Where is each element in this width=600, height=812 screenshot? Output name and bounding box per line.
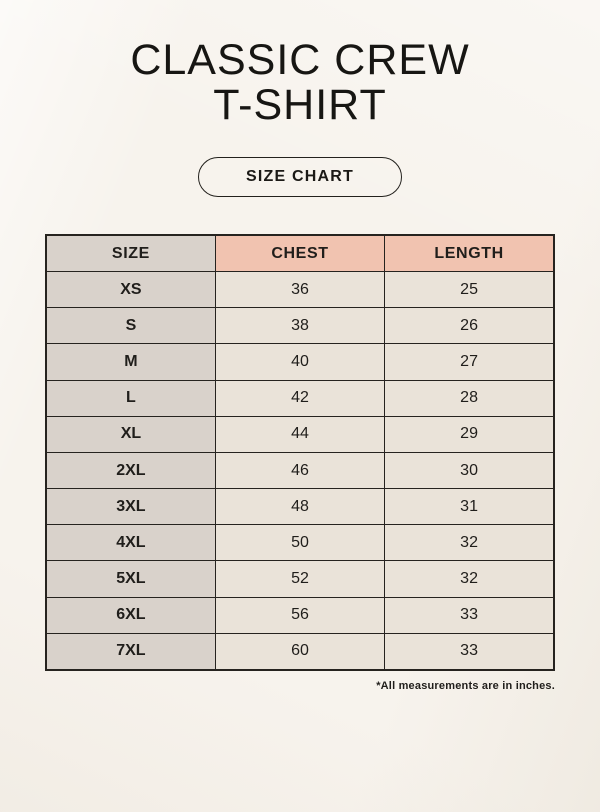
size-cell: 4XL: [45, 524, 216, 562]
length-cell: 28: [384, 379, 555, 417]
table-row: 2XL 46 30: [45, 451, 555, 490]
table-row: M 40 27: [45, 343, 555, 381]
size-cell: 6XL: [45, 596, 216, 634]
length-cell: 31: [384, 488, 555, 526]
size-cell: L: [45, 379, 216, 417]
chest-cell: 40: [214, 343, 386, 381]
length-cell: 29: [384, 415, 555, 453]
size-cell: XS: [45, 270, 216, 309]
size-cell: M: [45, 343, 216, 381]
page-title: CLASSIC CREW T-SHIRT: [0, 36, 600, 130]
size-cell: S: [45, 307, 216, 345]
chest-cell: 46: [214, 451, 386, 490]
chest-cell: 52: [214, 560, 386, 598]
chest-cell: 44: [214, 415, 386, 453]
table-row: 7XL 60 33: [45, 632, 555, 671]
title-line-1: CLASSIC CREW: [130, 36, 470, 84]
size-cell: XL: [45, 415, 216, 453]
chest-cell: 60: [214, 632, 386, 671]
length-cell: 30: [384, 451, 555, 490]
table-row: 4XL 50 32: [45, 524, 555, 562]
size-cell: 7XL: [45, 632, 216, 671]
length-cell: 33: [384, 596, 555, 634]
table-row: 5XL 52 32: [45, 560, 555, 598]
length-cell: 27: [384, 343, 555, 381]
length-cell: 32: [384, 524, 555, 562]
table-row: 3XL 48 31: [45, 488, 555, 526]
chest-cell: 36: [214, 270, 386, 309]
column-header-chest: CHEST: [214, 234, 386, 272]
page: { "page": { "title_line1": "CLASSIC CREW…: [0, 36, 600, 812]
size-chart-table: SIZE CHEST LENGTH XS 36 25 S 38 26 M 40 …: [45, 234, 555, 671]
column-header-length: LENGTH: [384, 234, 555, 272]
length-cell: 26: [384, 307, 555, 345]
table-row: 6XL 56 33: [45, 596, 555, 634]
measurements-footnote: *All measurements are in inches.: [376, 679, 555, 692]
size-cell: 3XL: [45, 488, 216, 526]
table-row: XS 36 25: [45, 270, 555, 309]
size-cell: 5XL: [45, 560, 216, 598]
length-cell: 33: [384, 632, 555, 671]
length-cell: 25: [384, 270, 555, 309]
table-row: S 38 26: [45, 307, 555, 345]
table-header-row: SIZE CHEST LENGTH: [45, 234, 555, 272]
table-row: XL 44 29: [45, 415, 555, 453]
chest-cell: 48: [214, 488, 386, 526]
chest-cell: 50: [214, 524, 386, 562]
chest-cell: 56: [214, 596, 386, 634]
table-row: L 42 28: [45, 379, 555, 417]
size-cell: 2XL: [45, 451, 216, 490]
column-header-size: SIZE: [45, 234, 216, 272]
size-chart-section: SIZE CHEST LENGTH XS 36 25 S 38 26 M 40 …: [45, 234, 555, 692]
title-line-2: T-SHIRT: [213, 81, 387, 130]
length-cell: 32: [384, 560, 555, 598]
size-chart-button[interactable]: SIZE CHART: [198, 157, 402, 198]
chest-cell: 38: [214, 307, 386, 345]
chest-cell: 42: [214, 379, 386, 417]
